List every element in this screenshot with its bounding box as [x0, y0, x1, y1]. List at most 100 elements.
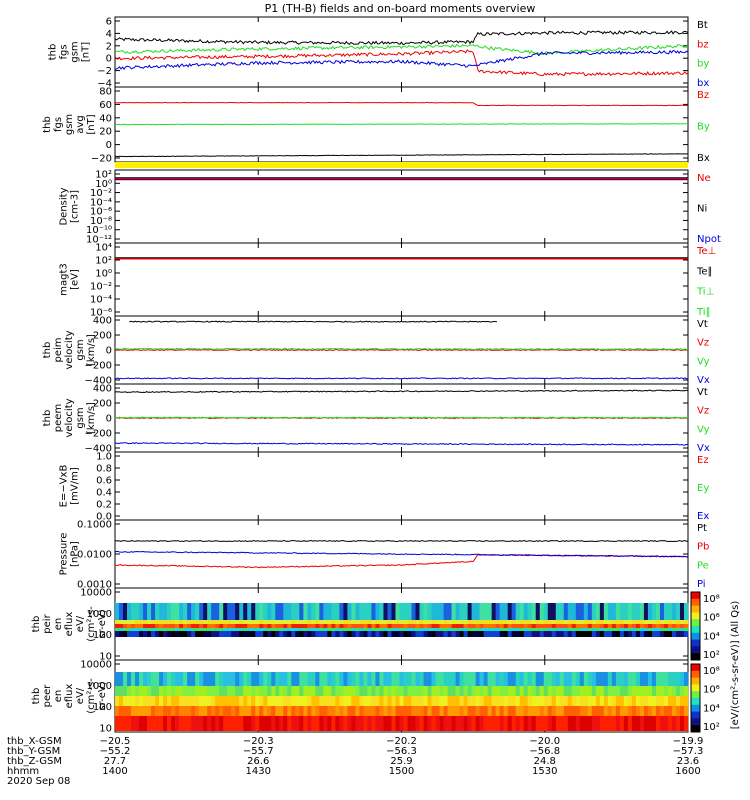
spectro-cell: [215, 628, 220, 631]
spectro-cell: [627, 628, 633, 631]
spectro-cell: [255, 620, 260, 624]
spectro-cell: [483, 631, 488, 637]
spectro-cell: [543, 603, 549, 620]
spectro-cell: [663, 706, 669, 716]
spectro-cell: [327, 696, 332, 706]
spectro-cell: [435, 686, 440, 696]
spectro-cell: [395, 686, 400, 696]
spectro-cell: [371, 696, 376, 706]
spectro-cell: [259, 672, 264, 686]
spectro-cell: [619, 624, 625, 628]
spectro-cell: [459, 672, 464, 686]
spectro-cell: [299, 620, 304, 624]
spectro-cell: [175, 631, 180, 637]
spectro-cell: [323, 706, 328, 716]
spectro-cell: [151, 631, 156, 637]
spectro-cell: [667, 696, 673, 706]
spectro-cell: [587, 696, 593, 706]
spectro-cell: [299, 716, 304, 731]
spectro-cell: [623, 603, 629, 620]
spectro-cell: [359, 706, 364, 716]
spectro-cell: [663, 620, 669, 624]
spectro-cell: [155, 716, 160, 731]
spectro-cell: [443, 672, 448, 686]
spectro-cell: [487, 628, 492, 631]
spectro-cell: [595, 628, 601, 631]
spectro-cell: [387, 628, 392, 631]
spectro-cell: [371, 716, 376, 731]
spectro-cell: [135, 628, 140, 631]
spectro-cell: [147, 624, 152, 628]
spectro-cell: [179, 686, 184, 696]
spectro-cell: [523, 686, 529, 696]
spectro-cell: [307, 696, 312, 706]
spectro-cell: [635, 603, 641, 620]
spectro-cell: [339, 686, 344, 696]
colorbar-segment: [691, 612, 700, 620]
y-axis-label: sr-eV): [97, 609, 108, 638]
spectro-cell: [591, 696, 597, 706]
spectro-cell: [603, 631, 609, 637]
spectro-cell: [203, 620, 208, 624]
spectro-cell: [339, 624, 344, 628]
spectro-cell: [203, 696, 208, 706]
spectro-cell: [531, 620, 537, 624]
spectro-cell: [443, 624, 448, 628]
spectro-cell: [351, 696, 356, 706]
spectro-cell: [563, 628, 569, 631]
spectro-cell: [231, 631, 236, 637]
spectro-cell: [563, 620, 569, 624]
spectro-cell: [315, 628, 320, 631]
y-tick-label: 60: [99, 100, 112, 111]
spectro-cell: [379, 631, 384, 637]
spectro-cell: [215, 620, 220, 624]
spectro-cell: [527, 686, 533, 696]
spectro-cell: [315, 706, 320, 716]
spectro-cell: [655, 624, 661, 628]
y-axis-label: en: [53, 618, 64, 631]
spectro-cell: [499, 620, 504, 624]
spectro-cell: [447, 696, 452, 706]
y-tick-label: 1.0: [96, 452, 112, 463]
spectro-cell: [447, 672, 452, 686]
y-axis-label: [nT]: [86, 114, 97, 134]
spectro-cell: [239, 696, 244, 706]
spectro-cell: [475, 620, 480, 624]
spectro-cell: [235, 620, 240, 624]
spectro-cell: [303, 620, 308, 624]
spectro-cell: [171, 620, 176, 624]
series-pressure-Pi: [114, 550, 689, 558]
spectro-cell: [615, 603, 621, 620]
spectro-cell: [531, 628, 537, 631]
footer-value-hhmm: 1500: [389, 766, 414, 777]
spectro-cell: [287, 696, 292, 706]
spectro-cell: [571, 628, 577, 631]
spectro-cell: [479, 631, 484, 637]
y-tick-label: 4: [106, 29, 112, 40]
spectro-cell: [535, 706, 541, 716]
spectro-cell: [283, 603, 288, 620]
y-tick-label: 10⁻¹²: [86, 235, 112, 246]
spectro-cell: [619, 716, 625, 731]
y-axis-label: Pressure: [59, 533, 70, 576]
spectro-cell: [479, 620, 484, 624]
spectro-cell: [167, 716, 172, 731]
spectro-cell: [363, 716, 368, 731]
footer-value-z: 23.6: [677, 756, 699, 767]
spectro-cell: [655, 706, 661, 716]
spectro-cell: [383, 624, 388, 628]
spectro-cell: [123, 620, 128, 624]
spectro-cell: [551, 631, 557, 637]
series-line: [114, 49, 689, 70]
panel-efield: 1.00.80.60.40.20.0E=−VxB [mV/m]: [59, 451, 689, 523]
spectro-cell: [383, 686, 388, 696]
spectro-cell: [307, 620, 312, 624]
spectro-cell: [527, 706, 533, 716]
spectro-cell: [571, 706, 577, 716]
spectro-cell: [199, 686, 204, 696]
spectro-cell: [387, 716, 392, 731]
spectro-cell: [555, 696, 561, 706]
spectro-cell: [379, 628, 384, 631]
spectro-cell: [559, 628, 565, 631]
spectro-cell: [395, 603, 400, 620]
